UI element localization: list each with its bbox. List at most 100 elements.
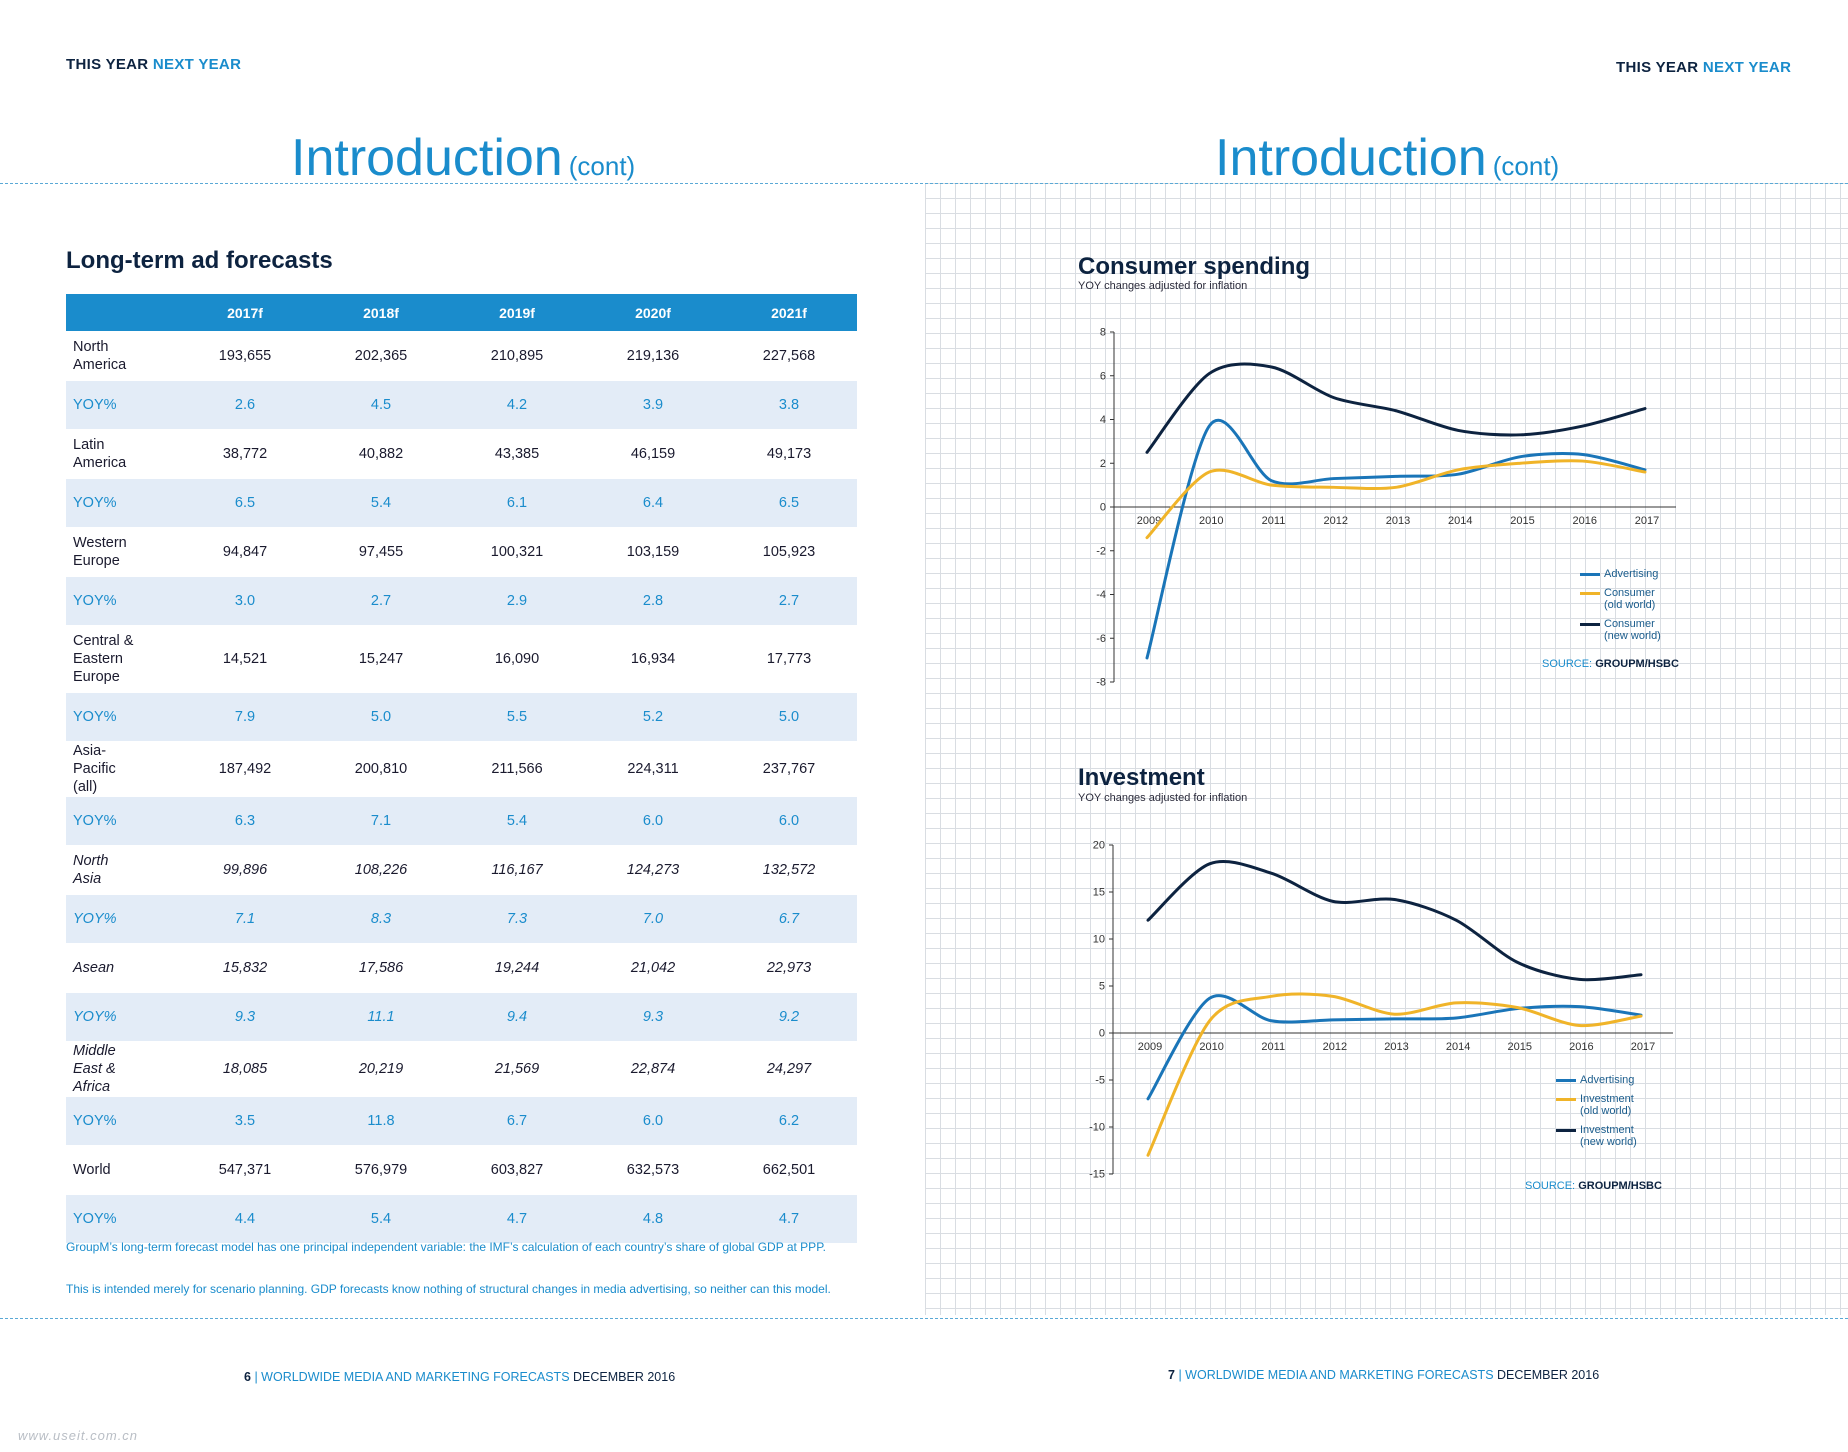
y-tick-label: 8	[1100, 327, 1106, 339]
x-tick-label: 2014	[1446, 1041, 1470, 1053]
table-row-yoy: YOY% 2.6 4.5 4.2 3.9 3.8	[66, 381, 857, 429]
table-cell: 4.7	[449, 1195, 585, 1243]
footer-separator: |	[254, 1370, 258, 1384]
table-cell: 9.4	[449, 993, 585, 1041]
right-header-brand: THIS YEAR NEXT YEAR	[1616, 59, 1791, 76]
row-label: Western Europe	[66, 527, 177, 577]
legend-label-sub: (old world)	[1580, 1105, 1632, 1117]
table-row-yoy: YOY% 7.1 8.3 7.3 7.0 6.7	[66, 895, 857, 943]
table-cell: 94,847	[177, 527, 313, 577]
y-tick-label: -10	[1089, 1122, 1105, 1134]
forecast-table: 2017f 2018f 2019f 2020f 2021f North Amer…	[66, 294, 857, 1243]
table-header-row: 2017f 2018f 2019f 2020f 2021f	[66, 294, 857, 331]
table-cell: 5.2	[585, 693, 721, 741]
table-header-cell	[66, 294, 177, 331]
table-cell: 4.4	[177, 1195, 313, 1243]
table-cell: 6.5	[177, 479, 313, 527]
row-label: YOY%	[66, 577, 177, 625]
legend-label: Advertising	[1580, 1074, 1635, 1086]
x-tick-label: 2015	[1508, 1041, 1532, 1053]
table-cell: 7.3	[449, 895, 585, 943]
legend-swatch	[1556, 1097, 1576, 1101]
x-tick-label: 2017	[1631, 1041, 1655, 1053]
table-cell: 3.0	[177, 577, 313, 625]
series-line-advertising	[1145, 418, 1647, 660]
table-cell: 603,827	[449, 1145, 585, 1195]
source-label: SOURCE:	[1542, 658, 1593, 670]
table-row: Middle East & Africa 18,085 20,219 21,569 22…	[66, 1041, 857, 1097]
table-cell: 200,810	[313, 741, 449, 797]
table-row-yoy: YOY% 3.0 2.7 2.9 2.8 2.7	[66, 577, 857, 625]
table-cell: 6.0	[721, 797, 857, 845]
forecast-table-container: 2017f 2018f 2019f 2020f 2021f North Amer…	[66, 294, 857, 1243]
consumer-chart-subtitle: YOY changes adjusted for inflation	[1078, 280, 1248, 292]
table-cell: 5.4	[313, 1195, 449, 1243]
table-cell: 5.5	[449, 693, 585, 741]
x-tick-label: 2009	[1137, 515, 1161, 527]
table-cell: 6.1	[449, 479, 585, 527]
table-cell: 15,247	[313, 625, 449, 693]
table-row: North America 193,655 202,365 210,895 219,13…	[66, 331, 857, 381]
row-label: North America	[66, 331, 177, 381]
legend-label: Advertising	[1604, 568, 1659, 580]
table-cell: 187,492	[177, 741, 313, 797]
table-row: Asia-Pacific (all) 187,492 200,810 211,566 2…	[66, 741, 857, 797]
table-cell: 100,321	[449, 527, 585, 577]
table-cell: 4.2	[449, 381, 585, 429]
y-tick-label: 15	[1093, 887, 1105, 899]
table-cell: 21,569	[449, 1041, 585, 1097]
x-tick-label: 2010	[1199, 515, 1223, 527]
legend-item: Investment (old world)	[1556, 1093, 1637, 1117]
forecast-section-title: Long-term ad forecasts	[66, 247, 333, 274]
x-tick-label: 2011	[1262, 515, 1286, 527]
brand-this-year: THIS YEAR	[1616, 59, 1699, 76]
table-cell: 116,167	[449, 845, 585, 895]
table-row-yoy: YOY% 4.4 5.4 4.7 4.8 4.7	[66, 1195, 857, 1243]
table-row: Western Europe 94,847 97,455 100,321 103,159…	[66, 527, 857, 577]
legend-label: Consumer	[1604, 618, 1655, 630]
bottom-dashed-divider	[0, 1318, 1848, 1319]
row-label: Asean	[66, 943, 177, 993]
table-cell: 16,934	[585, 625, 721, 693]
table-row-yoy: YOY% 6.3 7.1 5.4 6.0 6.0	[66, 797, 857, 845]
legend-label-sub: (new world)	[1580, 1136, 1637, 1148]
x-tick-label: 2009	[1138, 1041, 1162, 1053]
table-cell: 99,896	[177, 845, 313, 895]
row-label: YOY%	[66, 1097, 177, 1145]
table-row: Asean 15,832 17,586 19,244 21,042 22,973	[66, 943, 857, 993]
table-cell: 6.7	[449, 1097, 585, 1145]
left-page-title: Introduction (cont)	[291, 128, 635, 188]
legend-label: Consumer	[1604, 587, 1655, 599]
table-cell: 43,385	[449, 429, 585, 479]
table-header-cell: 2021f	[721, 294, 857, 331]
brand-this-year: THIS YEAR	[66, 56, 149, 73]
table-row-yoy: YOY% 7.9 5.0 5.5 5.2 5.0	[66, 693, 857, 741]
table-row: Latin America 38,772 40,882 43,385 46,159 49,…	[66, 429, 857, 479]
source-label: SOURCE:	[1525, 1180, 1576, 1192]
x-tick-label: 2016	[1569, 1041, 1593, 1053]
legend-swatch	[1580, 622, 1600, 626]
right-title-main: Introduction	[1215, 129, 1487, 187]
footer-page-number: 7	[1168, 1368, 1175, 1382]
y-tick-label: -2	[1096, 545, 1106, 557]
table-cell: 632,573	[585, 1145, 721, 1195]
table-row: World 547,371 576,979 603,827 632,573 662,501	[66, 1145, 857, 1195]
x-tick-label: 2012	[1324, 515, 1348, 527]
row-label: YOY%	[66, 1195, 177, 1243]
table-cell: 7.1	[313, 797, 449, 845]
right-page-title: Introduction (cont)	[1215, 128, 1559, 188]
legend-item: Consumer (old world)	[1580, 587, 1661, 611]
y-tick-label: 0	[1100, 502, 1106, 514]
table-cell: 18,085	[177, 1041, 313, 1097]
table-header-cell: 2017f	[177, 294, 313, 331]
legend-label-sub: (old world)	[1604, 599, 1656, 611]
table-cell: 40,882	[313, 429, 449, 479]
row-label: Latin America	[66, 429, 177, 479]
y-tick-label: -15	[1089, 1169, 1105, 1181]
row-label: YOY%	[66, 895, 177, 943]
table-cell: 5.4	[449, 797, 585, 845]
consumer-legend: Advertising Consumer (old world) Consume…	[1580, 568, 1661, 642]
consumer-chart-title: Consumer spending	[1078, 253, 1311, 280]
table-cell: 5.4	[313, 479, 449, 527]
table-cell: 237,767	[721, 741, 857, 797]
